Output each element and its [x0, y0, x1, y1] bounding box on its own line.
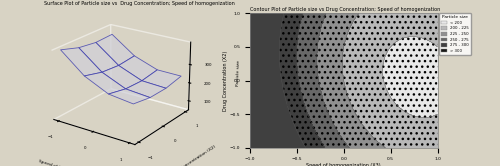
Y-axis label: Drug Concentration (X2): Drug Concentration (X2)	[224, 50, 228, 111]
X-axis label: Speed of homogenization (X3): Speed of homogenization (X3)	[38, 159, 103, 166]
Legend: < 200, 200 - 225, 225 - 250, 250 - 275, 275 - 300, > 300: < 200, 200 - 225, 225 - 250, 250 - 275, …	[440, 13, 471, 55]
Y-axis label: Drug Concentration (X2): Drug Concentration (X2)	[170, 144, 217, 166]
Text: Contour Plot of Particle size vs Drug Concentration; Speed of homogenization: Contour Plot of Particle size vs Drug Co…	[250, 6, 440, 11]
X-axis label: Speed of homogenization (X3): Speed of homogenization (X3)	[306, 163, 381, 166]
Text: Surface Plot of Particle size vs  Drug Concentration; Speed of homogenization: Surface Plot of Particle size vs Drug Co…	[44, 1, 234, 6]
